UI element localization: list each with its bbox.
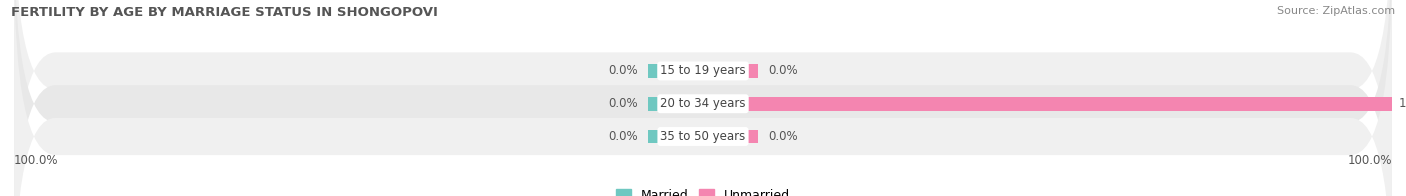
- Bar: [648, 97, 703, 111]
- Text: 100.0%: 100.0%: [1399, 97, 1406, 110]
- Text: 100.0%: 100.0%: [1347, 153, 1392, 167]
- Text: 15 to 19 years: 15 to 19 years: [661, 64, 745, 77]
- Text: 0.0%: 0.0%: [607, 64, 637, 77]
- Text: FERTILITY BY AGE BY MARRIAGE STATUS IN SHONGOPOVI: FERTILITY BY AGE BY MARRIAGE STATUS IN S…: [11, 6, 439, 19]
- Text: 0.0%: 0.0%: [769, 130, 799, 143]
- Text: 0.0%: 0.0%: [607, 97, 637, 110]
- FancyBboxPatch shape: [14, 0, 1392, 196]
- FancyBboxPatch shape: [14, 0, 1392, 196]
- Bar: [703, 64, 758, 78]
- Text: 20 to 34 years: 20 to 34 years: [661, 97, 745, 110]
- FancyBboxPatch shape: [14, 0, 1392, 196]
- Bar: [648, 64, 703, 78]
- Text: 35 to 50 years: 35 to 50 years: [661, 130, 745, 143]
- Text: 0.0%: 0.0%: [607, 130, 637, 143]
- Bar: [648, 130, 703, 143]
- Text: 0.0%: 0.0%: [769, 64, 799, 77]
- Text: 100.0%: 100.0%: [14, 153, 59, 167]
- Bar: [703, 97, 1392, 111]
- Legend: Married, Unmarried: Married, Unmarried: [612, 184, 794, 196]
- Bar: [703, 130, 758, 143]
- Text: Source: ZipAtlas.com: Source: ZipAtlas.com: [1277, 6, 1395, 16]
